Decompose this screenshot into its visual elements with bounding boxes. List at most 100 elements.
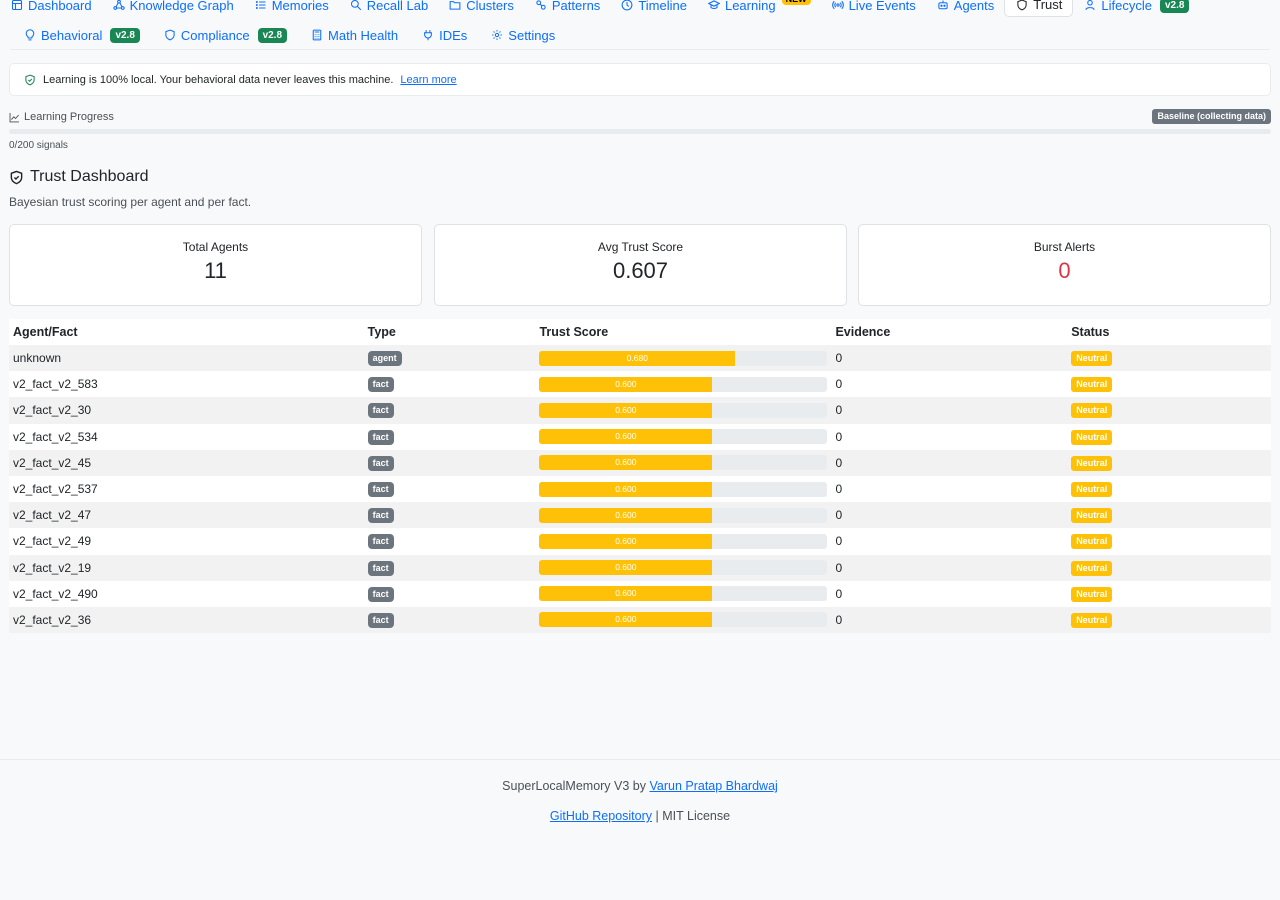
- table-row: v2_fact_v2_30 fact 0.600 0 Neutral: [9, 397, 1271, 424]
- stat-value: 0: [1058, 258, 1071, 283]
- tab-behavioral[interactable]: Behavioral v2.8: [12, 23, 152, 47]
- robot-icon: [937, 0, 949, 11]
- learn-more-link[interactable]: Learn more: [400, 73, 457, 86]
- table-row: v2_fact_v2_49 fact 0.600 0 Neutral: [9, 528, 1271, 555]
- tab-label: Compliance: [180, 27, 250, 43]
- column-header-trust-score[interactable]: Trust Score: [535, 319, 832, 345]
- tab-knowledge-graph[interactable]: Knowledge Graph: [102, 0, 244, 17]
- status-badge: Neutral: [1071, 351, 1113, 367]
- tab-learning[interactable]: Learning NEW: [697, 0, 821, 17]
- status-badge: Neutral: [1071, 534, 1113, 550]
- learning-progress-bar: [9, 129, 1271, 134]
- tab-trust[interactable]: Trust: [1004, 0, 1074, 17]
- tab-label: Settings: [508, 27, 556, 43]
- status-badge: Neutral: [1071, 612, 1113, 628]
- shield-check-icon: [9, 170, 30, 185]
- agent-fact-name: v2_fact_v2_47: [9, 502, 364, 529]
- trust-score-cell: 0.680: [535, 345, 832, 372]
- column-header-evidence[interactable]: Evidence: [831, 319, 1068, 345]
- page-title-text: Trust Dashboard: [30, 168, 149, 185]
- stat-value: 0.607: [612, 258, 669, 283]
- status-cell: Neutral: [1067, 580, 1271, 607]
- trust-score-bar: 0.600: [539, 612, 828, 628]
- tab-compliance[interactable]: Compliance v2.8: [152, 23, 299, 47]
- tab-memories[interactable]: Memories: [244, 0, 339, 17]
- tab-patterns[interactable]: Patterns: [524, 0, 610, 17]
- license-text: MIT License: [662, 809, 731, 823]
- trust-score-fill: 0.600: [539, 455, 713, 471]
- github-repo-link[interactable]: GitHub Repository: [549, 809, 653, 823]
- learning-icon: [707, 0, 720, 11]
- trust-score-fill: 0.600: [539, 586, 713, 602]
- tab-live-events[interactable]: Live Events: [821, 0, 926, 17]
- tab-settings[interactable]: Settings: [479, 23, 567, 47]
- version-badge: v2.8: [1159, 0, 1190, 13]
- agent-fact-name: v2_fact_v2_30: [9, 397, 364, 424]
- trust-score-fill: 0.600: [539, 507, 713, 523]
- type-badge: fact: [367, 403, 394, 419]
- column-header-agent-fact[interactable]: Agent/Fact: [9, 319, 364, 345]
- evidence-count: 0: [831, 580, 1068, 607]
- column-header-status[interactable]: Status: [1067, 319, 1271, 345]
- status-cell: Neutral: [1067, 554, 1271, 581]
- type-badge: fact: [367, 377, 394, 393]
- tab-timeline[interactable]: Timeline: [610, 0, 697, 17]
- nav-divider: [10, 49, 1270, 50]
- type-badge: fact: [367, 612, 394, 628]
- trust-score-bar: 0.600: [539, 560, 828, 576]
- trust-score-cell: 0.600: [535, 475, 832, 503]
- type-badge: fact: [367, 482, 394, 498]
- tab-math-health[interactable]: Math Health: [299, 23, 410, 47]
- stat-label: Avg Trust Score: [597, 240, 684, 254]
- status-cell: Neutral: [1067, 606, 1271, 634]
- status-badge: Neutral: [1071, 429, 1113, 445]
- page-subtitle: Bayesian trust scoring per agent and per…: [9, 195, 252, 209]
- lightbulb-icon: [24, 29, 36, 41]
- trust-score-fill: 0.600: [539, 533, 713, 549]
- trust-score-bar: 0.600: [539, 481, 828, 497]
- footer-prefix: SuperLocalMemory V3 by: [502, 779, 646, 793]
- agent-fact-name: v2_fact_v2_19: [9, 554, 364, 581]
- footer-links: GitHub Repository | MIT License: [0, 809, 1280, 823]
- column-header-type[interactable]: Type: [363, 319, 536, 345]
- type-cell: agent: [363, 345, 536, 372]
- evidence-count: 0: [831, 475, 1068, 503]
- table-row: unknown agent 0.680 0 Neutral: [9, 345, 1271, 372]
- type-badge: fact: [367, 455, 394, 471]
- trust-score-fill: 0.600: [539, 560, 713, 576]
- trust-score-bar: 0.600: [539, 455, 828, 471]
- stat-label: Total Agents: [182, 240, 249, 254]
- agent-fact-name: v2_fact_v2_49: [9, 528, 364, 555]
- tab-label: Dashboard: [28, 0, 92, 13]
- trust-score-fill: 0.600: [539, 429, 713, 445]
- author-link[interactable]: Varun Pratap Bhardwaj: [649, 779, 778, 793]
- gear-icon: [491, 29, 503, 41]
- type-cell: fact: [363, 371, 536, 398]
- person-icon: [1084, 0, 1096, 11]
- tab-recall-lab[interactable]: Recall Lab: [339, 0, 438, 17]
- tab-label: Live Events: [848, 0, 916, 13]
- learning-progress-header: Learning Progress Baseline (collecting d…: [9, 109, 1271, 125]
- tab-lifecycle[interactable]: Lifecycle v2.8: [1073, 0, 1199, 17]
- trust-score-fill: 0.680: [539, 350, 736, 366]
- tab-label: Patterns: [551, 0, 601, 13]
- new-badge: NEW: [781, 0, 811, 5]
- status-cell: Neutral: [1067, 475, 1271, 503]
- type-cell: fact: [363, 528, 536, 555]
- status-cell: Neutral: [1067, 449, 1271, 476]
- tab-label: Behavioral: [41, 27, 103, 43]
- evidence-count: 0: [831, 345, 1068, 372]
- status-badge: Neutral: [1071, 403, 1113, 419]
- trust-score-fill: 0.600: [539, 402, 713, 418]
- tab-agents[interactable]: Agents: [926, 0, 1004, 17]
- calculator-icon: [311, 29, 323, 41]
- version-badge: v2.8: [110, 27, 140, 43]
- tab-clusters[interactable]: Clusters: [438, 0, 524, 17]
- evidence-count: 0: [831, 397, 1068, 424]
- agent-fact-name: v2_fact_v2_490: [9, 580, 364, 607]
- agent-fact-name: v2_fact_v2_36: [9, 606, 364, 634]
- search-icon: [350, 0, 362, 11]
- tab-dashboard[interactable]: Dashboard: [0, 0, 102, 17]
- tab-ides[interactable]: IDEs: [410, 23, 479, 47]
- trust-score-bar: 0.600: [539, 376, 828, 392]
